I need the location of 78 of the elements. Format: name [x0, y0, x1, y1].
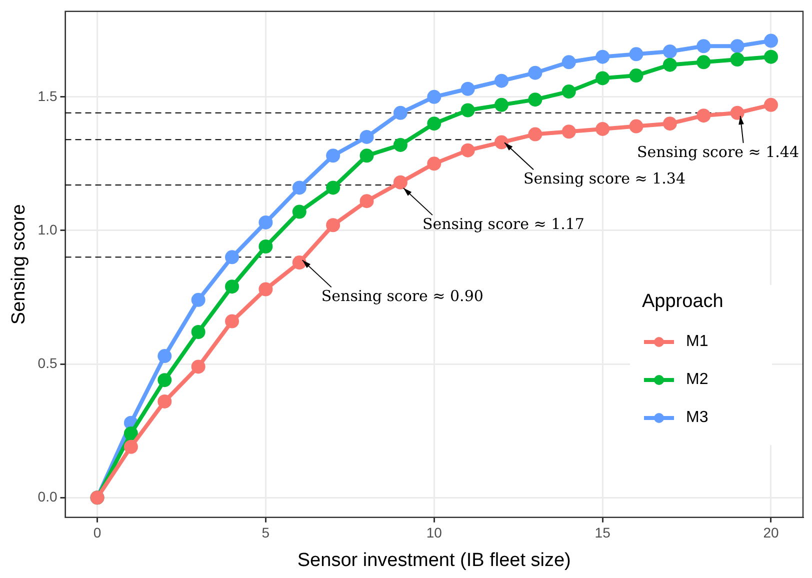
point — [596, 71, 610, 86]
x-tick-label: 15 — [594, 524, 611, 541]
point — [158, 373, 172, 388]
legend-label: M1 — [686, 333, 708, 351]
legend-label: M3 — [686, 409, 708, 427]
point — [326, 218, 340, 232]
annotation: Sensing score ≈ 1.44 — [636, 142, 800, 161]
point — [562, 84, 576, 99]
point — [158, 349, 172, 364]
annotation: Sensing score ≈ 0.90 — [321, 287, 484, 306]
point — [427, 116, 442, 131]
point — [764, 34, 778, 48]
point — [292, 204, 306, 219]
point — [494, 74, 509, 88]
point — [225, 280, 240, 294]
point — [494, 98, 509, 112]
point — [662, 44, 677, 58]
point — [158, 394, 172, 408]
point — [562, 124, 576, 139]
x-axis-title: Sensor investment (IB fleet size) — [297, 550, 571, 571]
point — [191, 324, 206, 339]
point — [528, 66, 542, 80]
point — [326, 180, 340, 195]
point — [393, 106, 408, 120]
point — [494, 135, 509, 150]
point — [662, 58, 677, 72]
y-tick-label: 1.5 — [38, 88, 58, 104]
point — [528, 127, 542, 142]
y-tick-label: 0.5 — [38, 354, 58, 371]
point — [225, 250, 240, 264]
y-axis-title: Sensing score — [8, 204, 30, 325]
point — [528, 92, 542, 107]
point — [191, 292, 206, 307]
legend-label: M2 — [686, 371, 708, 389]
point — [292, 256, 306, 270]
point — [764, 50, 778, 64]
point — [696, 55, 711, 70]
point — [562, 55, 576, 70]
point — [393, 175, 408, 190]
legend-title: Approach — [642, 291, 724, 313]
point — [124, 426, 138, 441]
point — [629, 47, 644, 62]
point — [427, 156, 442, 171]
x-tick-label: 20 — [763, 524, 779, 541]
point — [730, 39, 744, 54]
point — [124, 440, 138, 454]
point — [629, 119, 644, 134]
annotation: Sensing score ≈ 1.34 — [524, 170, 686, 188]
x-tick-label: 0 — [93, 524, 102, 541]
point — [730, 52, 744, 66]
point — [326, 148, 340, 163]
point — [191, 360, 206, 374]
point — [258, 215, 273, 230]
point — [225, 314, 240, 328]
annotation: Sensing score ≈ 1.17 — [422, 214, 584, 233]
point — [629, 68, 644, 83]
point — [460, 82, 475, 96]
x-tick-label: 10 — [426, 524, 442, 541]
point — [662, 116, 677, 131]
point — [696, 39, 711, 54]
point — [292, 180, 306, 195]
point — [360, 194, 374, 208]
point — [460, 143, 475, 158]
x-tick-label: 5 — [262, 524, 270, 541]
point — [596, 122, 610, 136]
point — [258, 282, 273, 296]
point — [360, 148, 374, 163]
point — [427, 90, 442, 104]
point — [696, 108, 711, 123]
y-tick-label: 0.0 — [38, 488, 58, 504]
point — [596, 50, 610, 64]
y-tick-label: 1.0 — [38, 221, 58, 238]
point — [360, 130, 374, 144]
point — [730, 106, 744, 120]
point — [258, 240, 273, 254]
point — [764, 98, 778, 112]
point — [460, 103, 475, 118]
point — [393, 138, 408, 152]
